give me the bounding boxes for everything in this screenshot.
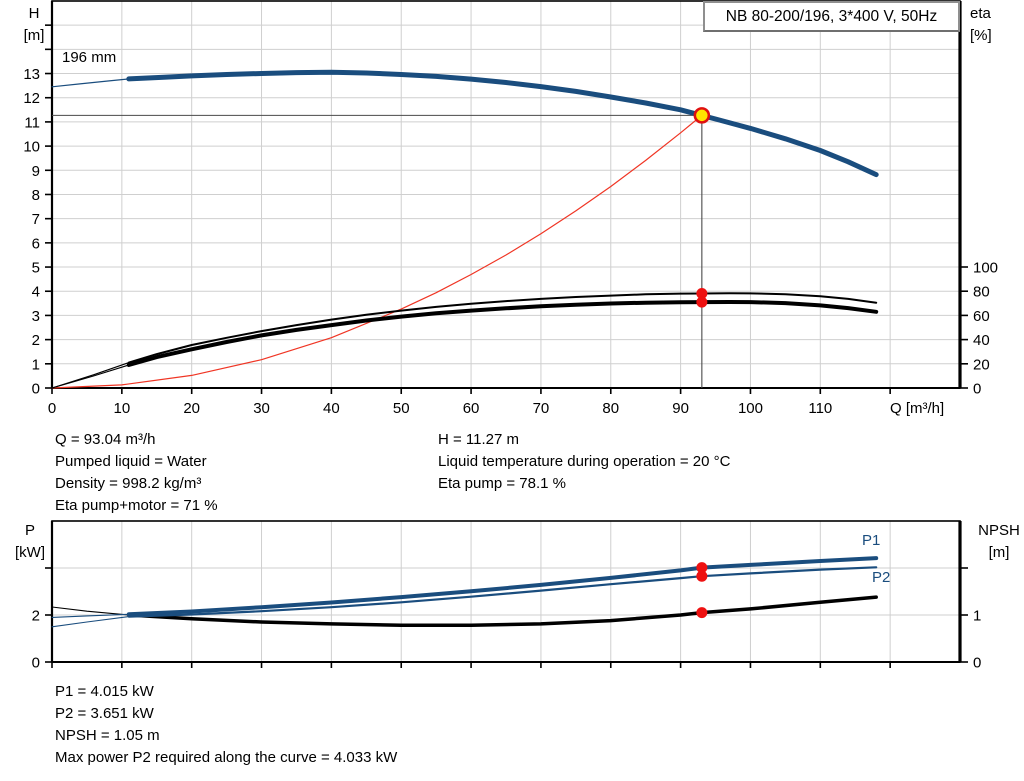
chart-title-box: NB 80-200/196, 3*400 V, 50Hz (703, 1, 960, 32)
tick-label: 5 (32, 260, 40, 277)
p1-extension (51, 613, 130, 618)
p1-curve (126, 556, 879, 617)
info-p2: P2 = 3.651 kW (55, 705, 154, 722)
tick-label: 20 (973, 356, 990, 373)
tick-label: 90 (672, 400, 689, 417)
operating-point-dot (696, 296, 708, 308)
power-npsh-chart: 0 2 0 1 (32, 520, 981, 672)
tick-label: 13 (23, 66, 40, 83)
tick-label: 100 (973, 260, 998, 277)
eta-pump-motor-curve (126, 300, 879, 367)
info-p1: P1 = 4.015 kW (55, 683, 154, 700)
duty-info-right: H = 11.27 m Liquid temperature during op… (438, 429, 730, 495)
eta-axis-label: eta [%] (970, 5, 992, 44)
tick-label: 12 (23, 90, 40, 107)
system-curve (51, 114, 703, 389)
tick-label: 20 (183, 400, 200, 417)
p1-curve-label: P1 (862, 532, 881, 549)
h-axis-label: H [m] (23, 5, 45, 44)
tick-label: 0 (973, 381, 981, 398)
tick-label: 100 (738, 400, 763, 417)
tick-label: 60 (973, 308, 990, 325)
info-h: H = 11.27 m (438, 431, 520, 448)
q-axis-label: Q [m³/h] (890, 400, 945, 417)
npsh-axis-label: NPSH [m] (978, 522, 1020, 561)
info-pumped-liquid: Pumped liquid = Water (55, 453, 207, 470)
tick-label: 6 (32, 235, 40, 252)
info-npsh: NPSH = 1.05 m (55, 727, 160, 744)
eta-pump-curve (127, 292, 878, 364)
tick-label: 50 (393, 400, 410, 417)
tick-label: 1 (32, 356, 40, 373)
plot-frame (51, 520, 961, 663)
tick-label: 80 (602, 400, 619, 417)
info-q: Q = 93.04 m³/h (55, 431, 156, 448)
operating-point-dot (696, 570, 708, 582)
tick-label: 80 (973, 284, 990, 301)
npsh-curve (127, 595, 878, 628)
duty-info-left: Q = 93.04 m³/h Pumped liquid = Water Den… (55, 429, 218, 517)
info-max-p2: Max power P2 required along the curve = … (55, 749, 398, 766)
tick-label: 70 (533, 400, 550, 417)
tick-label: 110 (808, 400, 832, 417)
duty-point-marker[interactable] (693, 107, 711, 124)
operating-point-dot (696, 607, 708, 619)
tick-label: 2 (32, 332, 40, 349)
operating-point-dot (696, 287, 708, 299)
info-density: Density = 998.2 kg/m³ (55, 475, 202, 492)
info-liquid-temperature: Liquid temperature during operation = 20… (438, 453, 731, 470)
tick-label: 10 (114, 400, 131, 417)
p-axis-label: P [kW] (15, 522, 45, 561)
head-capacity-chart: 0 10 20 30 40 50 60 70 80 90 100 110012345678910111… (23, 0, 998, 417)
tick-label: 4 (32, 284, 40, 301)
tick-label: 40 (323, 400, 340, 417)
tick-label: 60 (463, 400, 480, 417)
p2-extension (51, 616, 130, 628)
tick-label: 0 (48, 400, 56, 417)
info-eta-pump: Eta pump = 78.1 % (438, 475, 566, 492)
info-eta-pump-motor: Eta pump+motor = 71 % (55, 497, 218, 514)
tick-label: 9 (32, 163, 40, 180)
tick-label: 2 (32, 608, 40, 625)
pump-curve-extension (51, 78, 130, 88)
power-info-block: P1 = 4.015 kW P2 = 3.651 kW NPSH = 1.05 … (55, 681, 397, 769)
operating-point-dot (696, 562, 708, 574)
impeller-diameter-label: 196 mm (62, 49, 117, 66)
tick-label: 8 (32, 187, 40, 204)
eta-pump-motor-extension (51, 364, 130, 389)
npsh-extension (51, 606, 130, 616)
tick-label: 10 (23, 139, 40, 156)
pump-title: NB 80-200/196, 3*400 V, 50Hz (725, 7, 938, 25)
tick-label: 0 (32, 655, 40, 672)
p2-curve (127, 566, 878, 618)
tick-label: 3 (32, 308, 40, 325)
tick-label: 40 (973, 332, 990, 349)
tick-label: 7 (32, 211, 40, 228)
pump-curve-196mm (126, 69, 879, 178)
tick-label: 30 (253, 400, 270, 417)
tick-label: 1 (973, 608, 981, 625)
tick-label: 11 (24, 114, 40, 131)
tick-label: 0 (32, 381, 40, 398)
tick-label: 0 (973, 655, 981, 672)
p2-curve-label: P2 (872, 569, 891, 586)
